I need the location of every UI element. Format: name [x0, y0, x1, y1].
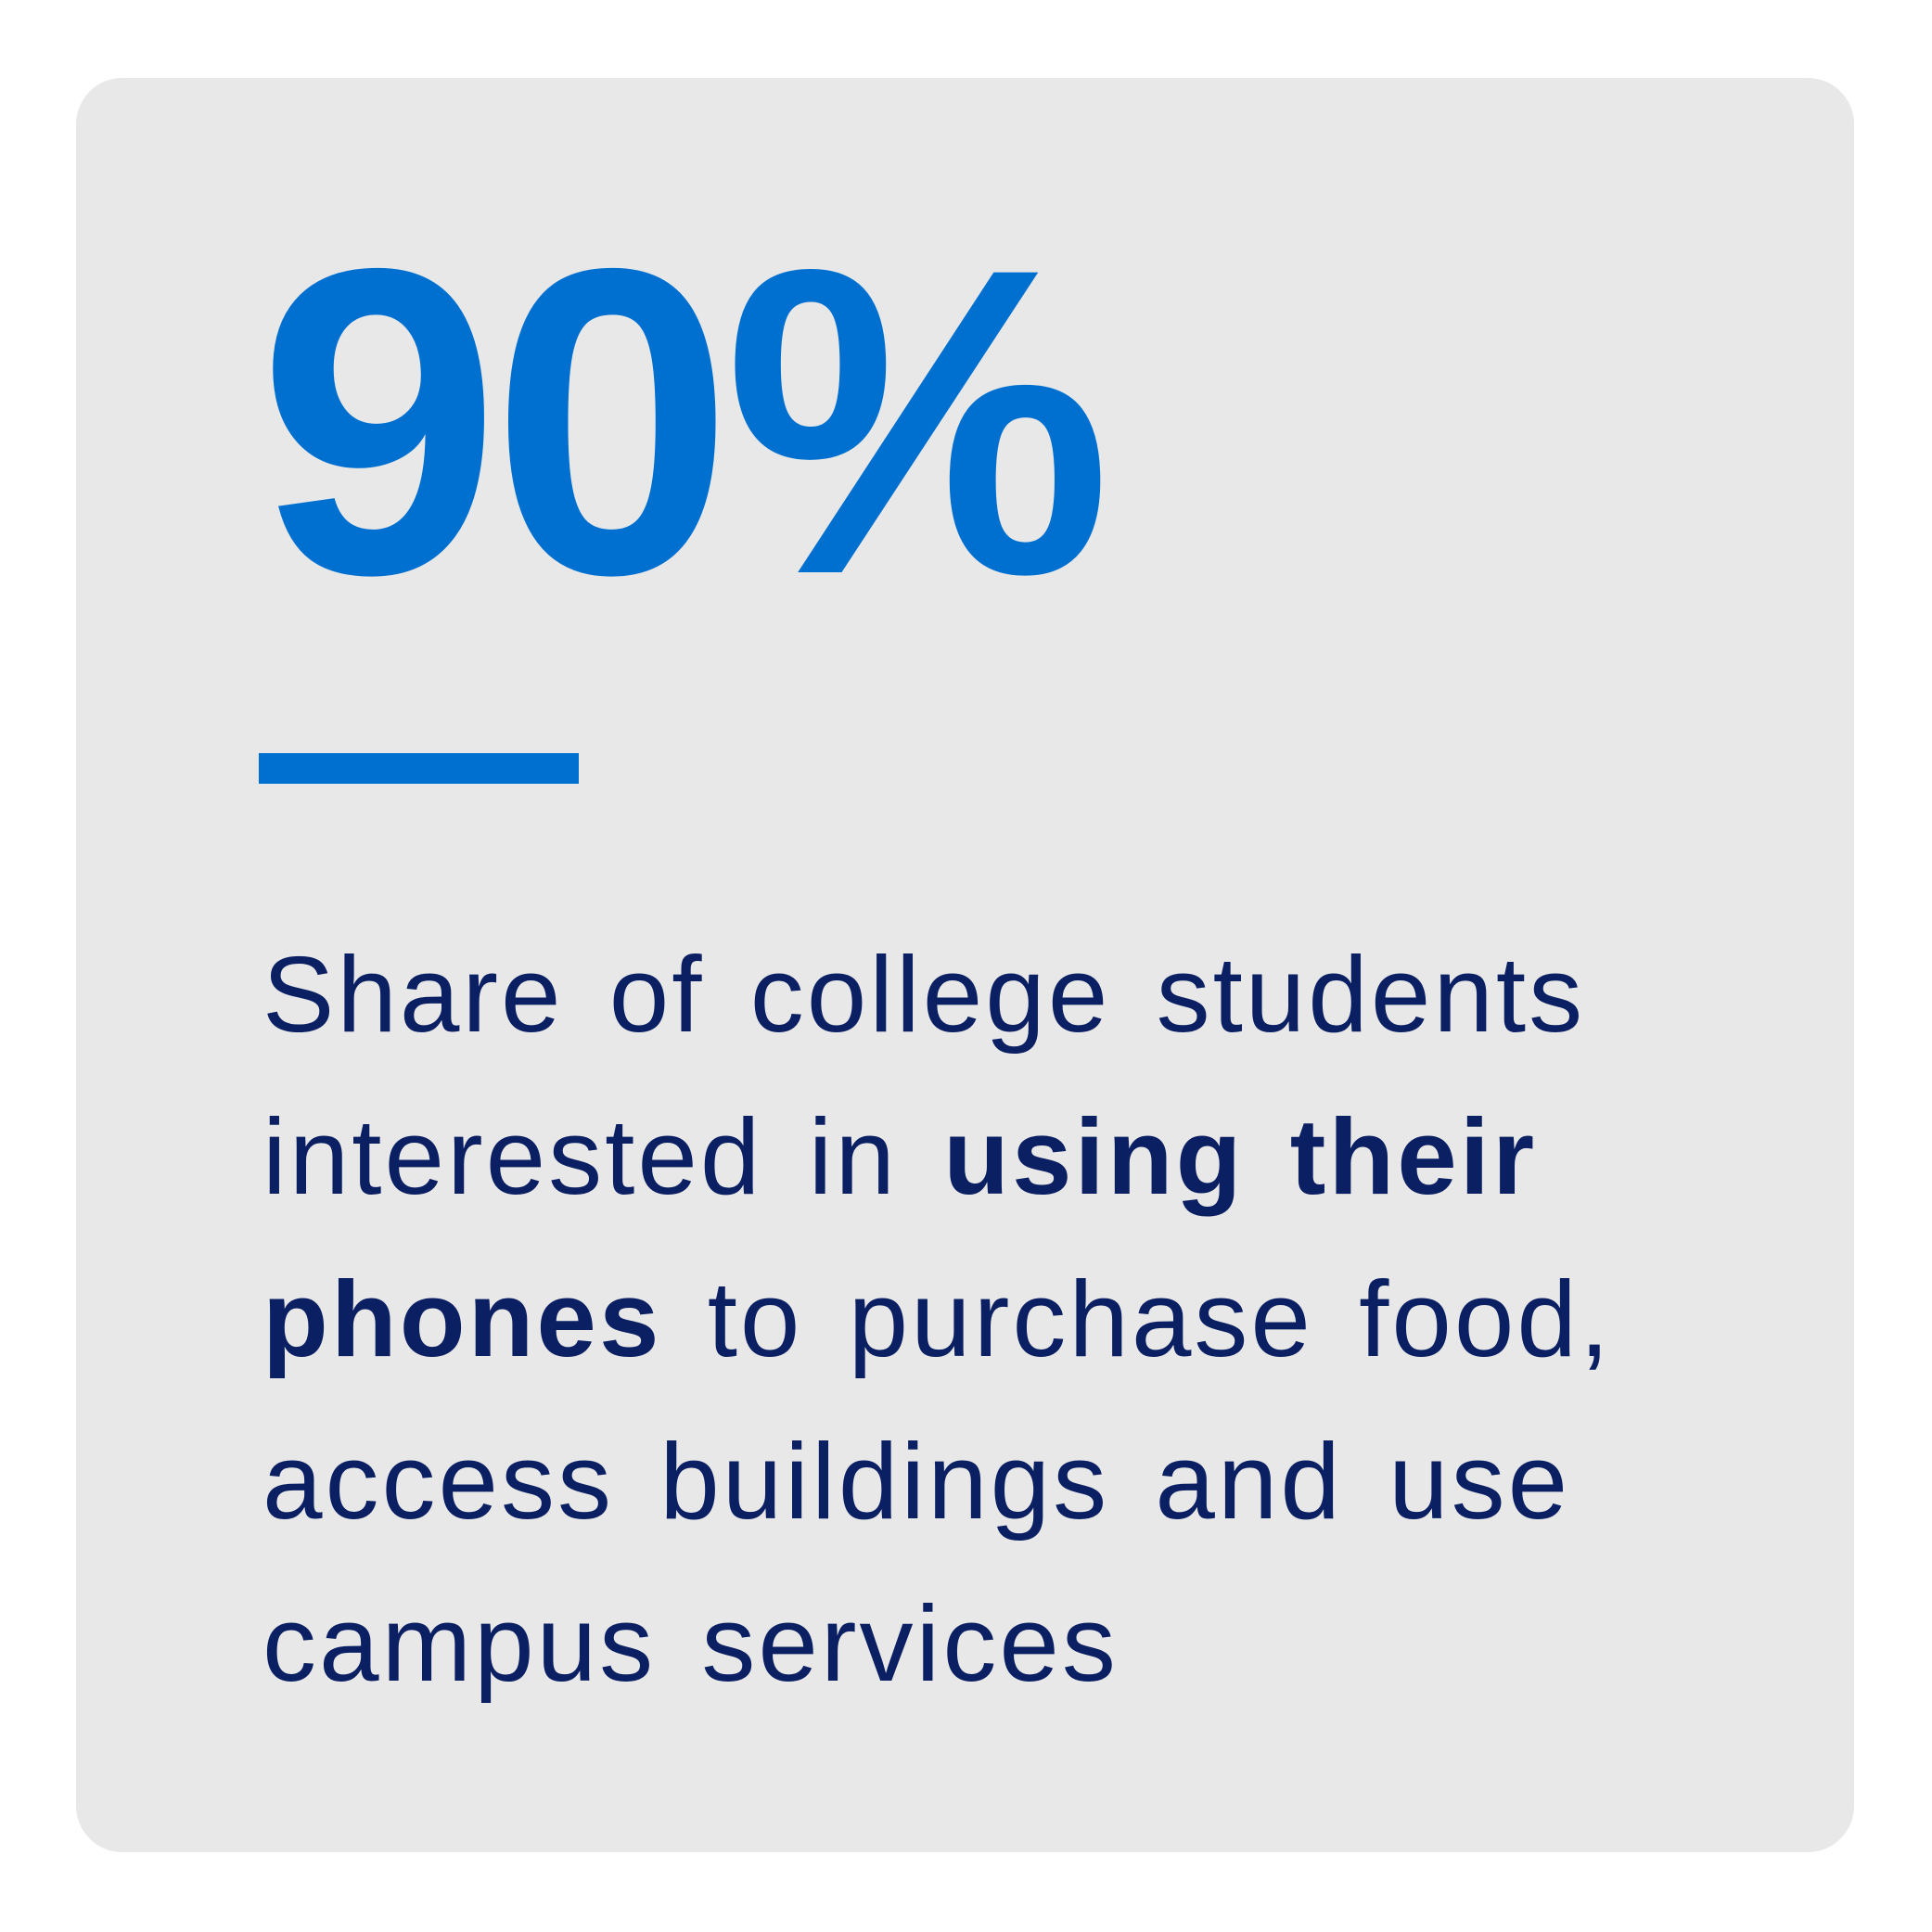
- description-text-before: Share of college students interested in: [262, 934, 1586, 1217]
- divider-bar: [259, 753, 579, 784]
- stat-value: 90%: [258, 178, 1112, 665]
- stat-card: [76, 78, 1854, 1852]
- description-text-after: to purchase food, access buildings and u…: [262, 1259, 1613, 1704]
- stat-description: Share of college students interested in …: [262, 914, 1793, 1725]
- description-emphasis: using their phones: [262, 1096, 1538, 1379]
